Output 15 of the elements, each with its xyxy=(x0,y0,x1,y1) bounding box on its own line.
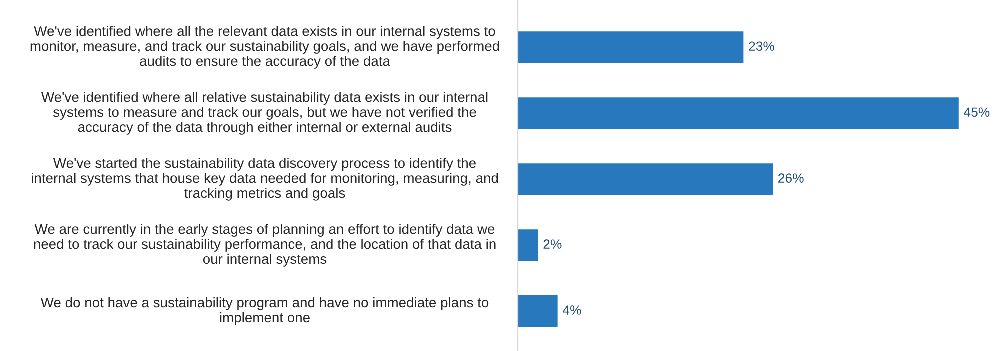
y-tick-label: We've started the sustainability data discovery process to identify the internal systems that house key data needed for monitoring, measuring, and tracking metrics and goals xyxy=(32,158,498,201)
bar xyxy=(518,164,774,196)
y-tick-label: We've identified where all the relevant data exists in our internal systems to monitor, measure, and track our sustainability goals, and we have performed audits to ensure the accuracy of the data xyxy=(30,26,500,69)
data-label: 4% xyxy=(562,306,582,315)
data-label: 2% xyxy=(544,240,562,249)
y-tick-label: We've identified where all relative sustainability data exists in our internal systems to measure and track our goals, but we have not verified the accuracy of the data through either internal or external audits xyxy=(42,92,488,135)
bar xyxy=(518,98,959,130)
y-tick-label: We do not have a sustainability program and have no immediate plans to implement one xyxy=(40,297,489,326)
data-label: 45% xyxy=(964,108,990,118)
bar xyxy=(518,296,558,328)
y-tick-label: We are currently in the early stages of planning an effort to identify data we need to track our sustainability performance, and the location of that data in our internal systems xyxy=(34,224,496,267)
bar xyxy=(518,230,538,262)
data-label: 26% xyxy=(778,174,804,183)
bar xyxy=(518,32,744,64)
data-label: 23% xyxy=(749,42,774,52)
